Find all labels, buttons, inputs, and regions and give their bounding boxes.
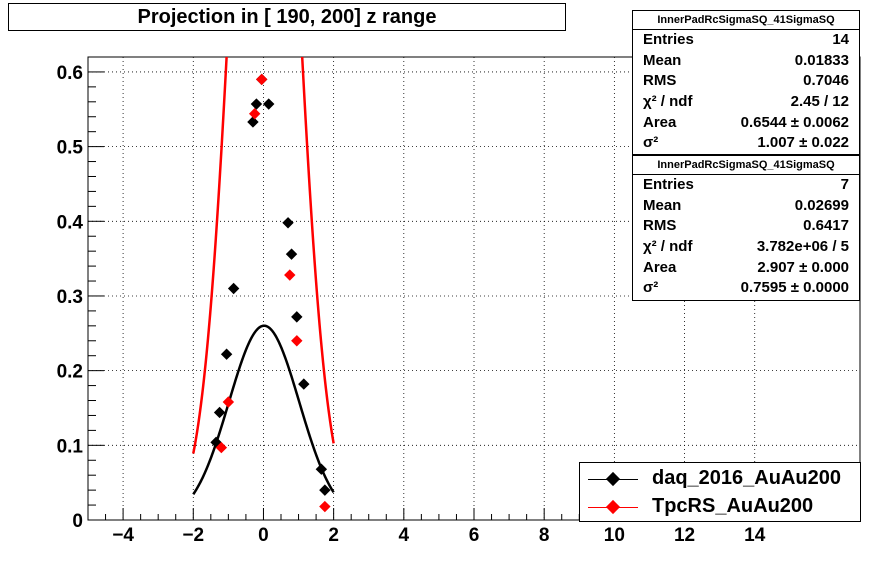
x-tick-label: 2 — [328, 525, 339, 546]
data-point-daq — [213, 406, 226, 419]
data-point-daq — [319, 484, 331, 496]
data-point-tpcrs — [215, 441, 228, 454]
x-tick-label: 14 — [744, 525, 766, 546]
fit-curve-tpcrs — [192, 57, 335, 454]
data-point-daq — [298, 378, 310, 390]
x-tick-label: 8 — [539, 525, 550, 546]
data-point-daq — [227, 282, 240, 295]
stats-name: InnerPadRcSigmaSQ_41SigmaSQ — [633, 11, 859, 30]
data-point-daq — [220, 348, 233, 360]
y-tick-label: 0.3 — [57, 287, 83, 308]
x-tick-label: 12 — [674, 525, 695, 546]
stats-row: Area 0.6544 ± 0.0062 — [643, 113, 849, 131]
legend: daq_2016_AuAu200 TpcRS_AuAu200 — [579, 462, 861, 522]
data-point-daq — [291, 311, 303, 323]
data-point-tpcrs — [291, 335, 303, 347]
y-tick-label: 0.2 — [57, 362, 83, 383]
data-point-tpcrs — [222, 396, 235, 408]
y-tick-label: 0.4 — [57, 212, 84, 233]
y-tick-label: 0.1 — [57, 436, 84, 457]
stats-row: χ² / ndf 2.45 / 12 — [643, 93, 849, 111]
stats-row: Mean 0.01833 — [643, 51, 849, 69]
x-tick-label: 0 — [258, 525, 269, 546]
stats-row: Mean 0.02699 — [643, 196, 849, 214]
data-point-daq — [315, 463, 328, 475]
x-tick-label: −4 — [112, 525, 134, 546]
stats-box-tpcrs: InnerPadRcSigmaSQ_41SigmaSQ Entries 7 Mea… — [632, 155, 860, 301]
data-point-tpcrs — [284, 269, 296, 281]
y-tick-label: 0.5 — [57, 138, 84, 159]
stats-row: χ² / ndf 3.782e+06 / 5 — [643, 238, 849, 256]
data-point-daq — [282, 217, 294, 229]
data-point-daq — [250, 98, 263, 110]
y-tick-label: 0.6 — [57, 63, 83, 84]
legend-label: TpcRS_AuAu200 — [652, 495, 814, 517]
stats-row: Area 2.907 ± 0.000 — [643, 258, 849, 276]
chart-title: Projection in [ 190, 200] z range — [8, 3, 566, 31]
data-point-daq — [285, 248, 298, 260]
stats-row: RMS 0.6417 — [643, 217, 849, 235]
x-tick-label: −2 — [182, 525, 204, 546]
legend-marker — [605, 499, 621, 515]
x-tick-label: 10 — [604, 525, 625, 546]
legend-label: daq_2016_AuAu200 — [652, 467, 841, 489]
x-tick-label: 6 — [469, 525, 480, 546]
data-point-daq — [247, 116, 259, 128]
stats-row: RMS 0.7046 — [643, 72, 849, 90]
stats-row: Entries 7 — [643, 176, 849, 193]
stats-row: σ² 0.7595 ± 0.0000 — [643, 279, 849, 297]
y-tick-label: 0 — [72, 511, 83, 532]
stats-name: InnerPadRcSigmaSQ_41SigmaSQ — [633, 156, 859, 175]
stats-box-daq: InnerPadRcSigmaSQ_41SigmaSQ Entries 14 Me… — [632, 10, 860, 155]
data-point-tpcrs — [255, 73, 268, 86]
stats-row: σ² 1.007 ± 0.022 — [643, 134, 849, 152]
data-point-daq — [263, 98, 275, 110]
x-tick-label: 4 — [399, 525, 410, 546]
data-point-tpcrs — [248, 108, 261, 120]
legend-marker — [605, 471, 621, 487]
stats-row: Entries 14 — [643, 31, 849, 48]
data-point-tpcrs — [319, 500, 331, 513]
